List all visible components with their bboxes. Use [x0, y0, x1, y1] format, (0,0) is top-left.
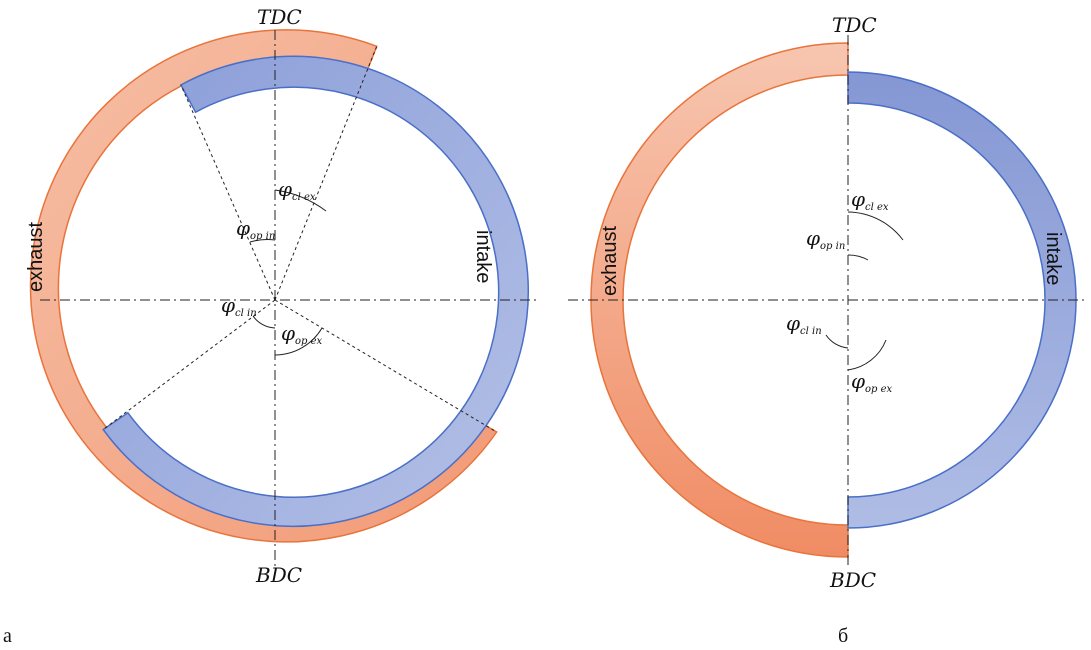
- arc-op-in-a: [249, 239, 276, 243]
- phi-op-ex-b: φop ex: [851, 369, 893, 395]
- diagram-a: TDC BDC φcl ex φop in φcl in φop ex exha…: [3, 5, 540, 647]
- intake-band-a: [102, 55, 529, 527]
- phi-op-ex-a: φop ex: [281, 321, 323, 347]
- arc-cl-ex-a: [274, 189, 327, 212]
- ray-op-ex-a: [274, 299, 497, 433]
- arc-op-ex-a: [274, 327, 323, 356]
- intake-label-b: intake: [1042, 232, 1064, 285]
- tdc-label-a: TDC: [257, 5, 302, 29]
- phi-cl-in-b: φcl in: [786, 311, 822, 337]
- ray-cl-in-a: [102, 299, 276, 430]
- arc-op-ex-b: [847, 339, 887, 371]
- phi-cl-ex-a: φcl ex: [278, 177, 316, 203]
- caption-a: а: [3, 625, 12, 647]
- phi-op-in-b: φop in: [806, 226, 845, 252]
- phi-cl-ex-b: φcl ex: [851, 187, 889, 213]
- phi-cl-in-a: φcl in: [221, 293, 257, 319]
- arc-cl-in-a: [252, 315, 276, 329]
- tdc-label-b: TDC: [832, 13, 877, 37]
- diagram-b: TDC BDC φcl ex φop in φcl in φop ex exha…: [568, 13, 1088, 647]
- caption-b: б: [838, 625, 848, 647]
- exhaust-band-b: [590, 42, 849, 558]
- arc-op-in-b: [847, 254, 869, 261]
- arc-cl-ex-b: [847, 211, 904, 241]
- intake-band-b: [847, 71, 1077, 529]
- intake-label-a: intake: [472, 230, 494, 283]
- bdc-label-b: BDC: [829, 568, 876, 592]
- exhaust-label-a: exhaust: [25, 222, 47, 292]
- bdc-label-a: BDC: [255, 563, 302, 587]
- exhaust-label-b: exhaust: [599, 226, 621, 296]
- exhaust-band-a: [29, 29, 498, 543]
- ray-op-in-a: [180, 84, 276, 301]
- phi-op-in-a: φop in: [236, 216, 275, 242]
- arc-cl-in-b: [825, 334, 849, 349]
